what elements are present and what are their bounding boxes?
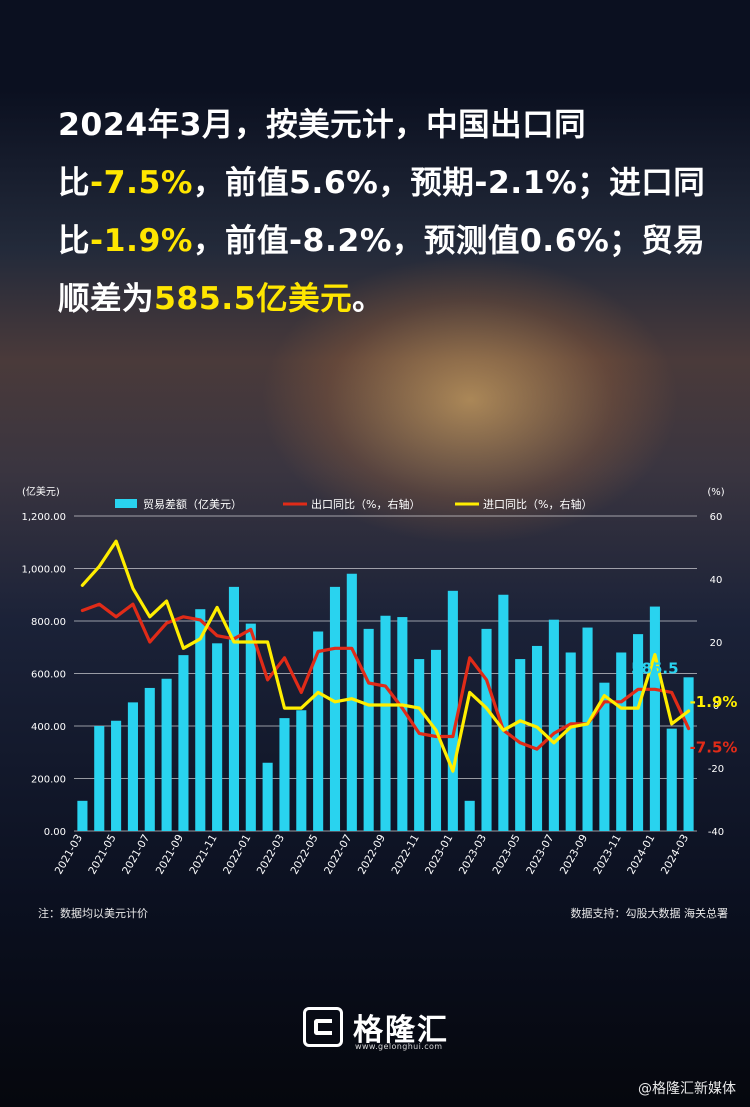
bar-trade-balance <box>144 687 155 831</box>
trade-chart: 0.00 200.00 400.00 600.00 800.00 1,000.00 1,20… <box>21 485 738 877</box>
headline-text-4: 。 <box>352 281 385 317</box>
bar-trade-balance <box>464 800 475 831</box>
bar-trade-balance <box>279 718 290 831</box>
bar-trade-balance <box>633 634 644 831</box>
footnote: 注：数据均以美元计价 <box>38 907 148 920</box>
x-tick-label: 2022-11 <box>389 833 421 877</box>
bar-trade-balance <box>430 649 442 831</box>
x-tick-label: 2021-03 <box>53 833 85 877</box>
bar-trade-balance <box>548 619 559 831</box>
y-right-tick-label: 40 <box>710 575 723 586</box>
surplus-highlight: 585.5亿美元 <box>154 281 353 317</box>
y-left-tick-label: 0.00 <box>44 827 66 838</box>
bar-trade-balance <box>683 677 694 831</box>
x-tick-label: 2023-01 <box>423 833 455 877</box>
annotation-export: -7.5% <box>690 739 738 757</box>
bar-trade-balance <box>329 586 341 831</box>
x-tick-label: 2023-03 <box>457 833 489 877</box>
x-tick-label: 2022-01 <box>221 833 253 877</box>
bar-trade-balance <box>161 678 172 831</box>
y-left-tick-label: 800.00 <box>31 617 66 628</box>
y-right-tick-label: 20 <box>710 638 723 649</box>
bar-trade-balance <box>498 594 509 831</box>
bar-trade-balance <box>666 728 677 831</box>
x-tick-label: 2023-11 <box>591 833 623 877</box>
bar-trade-balance <box>531 645 543 831</box>
bar-trade-balance <box>245 623 256 831</box>
bar-trade-balance <box>228 586 240 831</box>
y-right-tick-label: -20 <box>708 764 724 775</box>
x-tick-label: 2021-05 <box>86 833 118 877</box>
y-left-tick-label: 400.00 <box>31 722 66 733</box>
import-yoy-highlight: -1.9% <box>90 223 193 259</box>
bar-trade-balance <box>212 643 223 831</box>
x-tick-label: 2023-05 <box>490 833 522 877</box>
y-right-tick-label: 60 <box>710 512 723 523</box>
headline-text-2: ，前值5.6%，预期-2.1%；进口同比 <box>58 165 706 259</box>
headline-text-3: ，前值-8.2%，预测值0.6%；贸易顺差为 <box>58 223 706 317</box>
watermark: @格隆汇新媒体 <box>638 1081 736 1097</box>
bar-trade-balance <box>380 615 391 831</box>
bar-trade-balance <box>515 659 526 831</box>
legend-label: 出口同比（%，右轴） <box>311 497 420 511</box>
x-tick-label: 2022-05 <box>288 833 320 877</box>
legend-label: 贸易差额（亿美元） <box>143 497 242 511</box>
y-right-tick-label: -40 <box>708 827 724 838</box>
bar-trade-balance <box>447 590 458 831</box>
annotation-import: -1.9% <box>690 693 738 711</box>
y-right-tick-label: 0 <box>713 701 719 712</box>
legend-label: 进口同比（%，右轴） <box>483 497 592 511</box>
x-tick-label: 2023-07 <box>524 833 556 877</box>
x-tick-label: 2021-09 <box>154 833 186 877</box>
bar-trade-balance <box>195 609 206 831</box>
headline: 2024年3月，按美元计，中国出口同比-7.5%，前值5.6%，预期-2.1%；… <box>58 96 708 328</box>
bar-trade-balance <box>94 726 105 831</box>
x-tick-label: 2023-09 <box>558 833 590 877</box>
bar-trade-balance <box>397 617 408 831</box>
bar-trade-balance <box>481 628 492 831</box>
bar-trade-balance <box>178 655 189 831</box>
bar-trade-balance <box>363 628 374 831</box>
annotation-surplus: 585.5 <box>631 659 678 677</box>
y-left-tick-label: 1,000.00 <box>21 565 66 576</box>
headline-text-1: 2024年3月，按美元计，中国出口同比 <box>58 107 587 201</box>
bar-trade-balance <box>296 710 307 831</box>
bar-trade-balance <box>414 659 425 831</box>
logo-url: www.gelonghui.com <box>355 1042 443 1051</box>
y-left-unit: (亿美元) <box>22 485 60 498</box>
bar-trade-balance <box>599 682 610 831</box>
line-import-yoy <box>80 539 691 773</box>
bar-trade-balance <box>262 762 273 831</box>
data-source: 数据支持：勾股大数据 海关总署 <box>570 907 729 920</box>
logo-g-icon <box>303 1007 343 1047</box>
logo-text: 格隆汇 <box>353 1013 449 1048</box>
bar-trade-balance <box>346 573 357 831</box>
x-tick-label: 2022-03 <box>255 833 287 877</box>
x-tick-label: 2024-01 <box>625 833 657 877</box>
y-right-unit: (%) <box>707 487 724 498</box>
export-yoy-highlight: -7.5% <box>90 165 193 201</box>
x-tick-label: 2021-11 <box>187 833 219 877</box>
legend-swatch-bar <box>115 499 137 508</box>
bar-trade-balance <box>582 627 593 831</box>
y-left-tick-label: 200.00 <box>31 775 66 786</box>
bar-trade-balance <box>649 606 660 831</box>
bar-trade-balance <box>127 702 138 831</box>
y-left-tick-label: 600.00 <box>31 670 66 681</box>
brand-logo: 格隆汇 www.gelonghui.com <box>303 1005 453 1055</box>
bar-trade-balance <box>313 631 324 831</box>
x-tick-label: 2021-07 <box>120 833 152 877</box>
x-tick-label: 2022-09 <box>356 833 388 877</box>
bar-trade-balance <box>77 800 88 831</box>
x-tick-label: 2022-07 <box>322 833 354 877</box>
bar-trade-balance <box>111 720 122 831</box>
bar-trade-balance <box>565 652 576 831</box>
bar-trade-balance <box>616 652 627 831</box>
x-tick-label: 2024-03 <box>659 833 691 877</box>
y-left-tick-label: 1,200.00 <box>21 512 66 523</box>
